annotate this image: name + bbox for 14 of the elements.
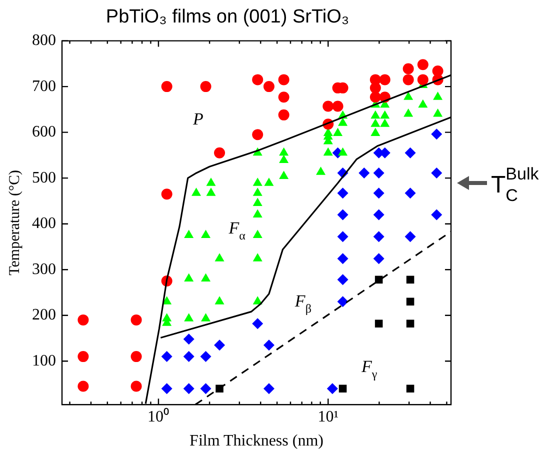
y-tick-label: 600 bbox=[32, 124, 56, 141]
y-tick-label: 200 bbox=[32, 306, 56, 324]
y-tick-label: 500 bbox=[32, 169, 56, 186]
y-tick-label: 700 bbox=[32, 78, 56, 95]
x-axis-title: Film Thickness (nm) bbox=[190, 432, 324, 450]
chart-title: PbTiO₃ films on (001) SrTiO₃ bbox=[106, 6, 350, 28]
y-axis-title: Temperature (°C) bbox=[6, 170, 23, 276]
x-tick-label: 10⁰ bbox=[147, 407, 170, 426]
y-tick-label: 100 bbox=[32, 352, 56, 370]
y-tick-label: 300 bbox=[32, 260, 56, 278]
y-tick-label: 400 bbox=[32, 215, 56, 232]
y-tick-label: 800 bbox=[32, 32, 56, 50]
x-tick-label: 10¹ bbox=[318, 408, 339, 426]
annotation: P bbox=[192, 109, 204, 128]
